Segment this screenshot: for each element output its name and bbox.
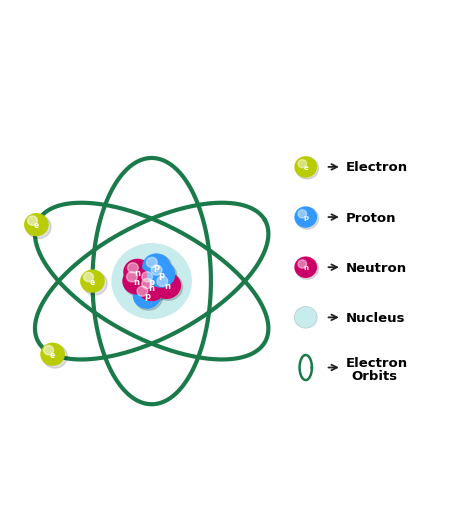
- Circle shape: [294, 307, 317, 328]
- Circle shape: [294, 257, 317, 278]
- Text: Orbits: Orbits: [351, 369, 397, 382]
- Circle shape: [296, 208, 319, 230]
- Circle shape: [137, 268, 166, 295]
- Circle shape: [146, 258, 157, 268]
- Circle shape: [122, 268, 151, 295]
- Circle shape: [147, 262, 175, 288]
- Circle shape: [27, 216, 51, 239]
- Circle shape: [124, 270, 152, 296]
- Text: n: n: [164, 281, 170, 290]
- Text: p: p: [154, 263, 159, 272]
- Circle shape: [142, 272, 153, 282]
- Circle shape: [123, 259, 152, 286]
- Text: n: n: [303, 265, 308, 271]
- Text: p: p: [158, 270, 164, 279]
- Circle shape: [133, 282, 161, 309]
- Circle shape: [40, 343, 65, 366]
- Circle shape: [137, 275, 166, 301]
- Text: Electron: Electron: [346, 161, 408, 174]
- Text: e: e: [303, 165, 308, 171]
- Circle shape: [298, 160, 307, 169]
- Circle shape: [24, 214, 49, 237]
- Text: e: e: [34, 221, 39, 230]
- Circle shape: [82, 272, 107, 295]
- Text: Proton: Proton: [346, 211, 396, 224]
- Text: Electron: Electron: [346, 356, 408, 369]
- Circle shape: [298, 211, 307, 219]
- Text: n: n: [134, 277, 139, 286]
- Circle shape: [294, 207, 317, 228]
- Circle shape: [296, 158, 319, 180]
- Circle shape: [296, 258, 319, 280]
- Circle shape: [153, 273, 181, 299]
- Circle shape: [137, 286, 148, 296]
- Circle shape: [125, 261, 153, 287]
- Circle shape: [80, 270, 105, 293]
- Circle shape: [142, 279, 153, 289]
- Text: Structure Of Atom: Structure Of Atom: [65, 13, 409, 45]
- Circle shape: [144, 255, 172, 282]
- Circle shape: [139, 270, 167, 296]
- Text: n: n: [149, 284, 155, 293]
- Text: Neutron: Neutron: [346, 261, 407, 274]
- Text: Nucleus: Nucleus: [346, 311, 405, 324]
- Circle shape: [44, 346, 54, 355]
- Circle shape: [128, 263, 138, 273]
- Circle shape: [151, 266, 162, 276]
- Text: p: p: [303, 215, 308, 221]
- Circle shape: [157, 277, 168, 287]
- Circle shape: [111, 243, 192, 320]
- Circle shape: [142, 254, 171, 281]
- Circle shape: [298, 261, 307, 269]
- Circle shape: [27, 217, 37, 226]
- Circle shape: [134, 284, 163, 311]
- Circle shape: [43, 345, 67, 368]
- Text: p: p: [144, 291, 150, 300]
- Text: n: n: [135, 268, 140, 277]
- Text: e: e: [50, 350, 55, 359]
- Circle shape: [83, 273, 93, 282]
- Circle shape: [148, 263, 177, 289]
- Circle shape: [127, 272, 137, 282]
- Circle shape: [294, 157, 317, 178]
- Circle shape: [154, 274, 182, 301]
- Text: e: e: [90, 277, 95, 286]
- Circle shape: [139, 276, 167, 303]
- Text: p: p: [149, 277, 155, 286]
